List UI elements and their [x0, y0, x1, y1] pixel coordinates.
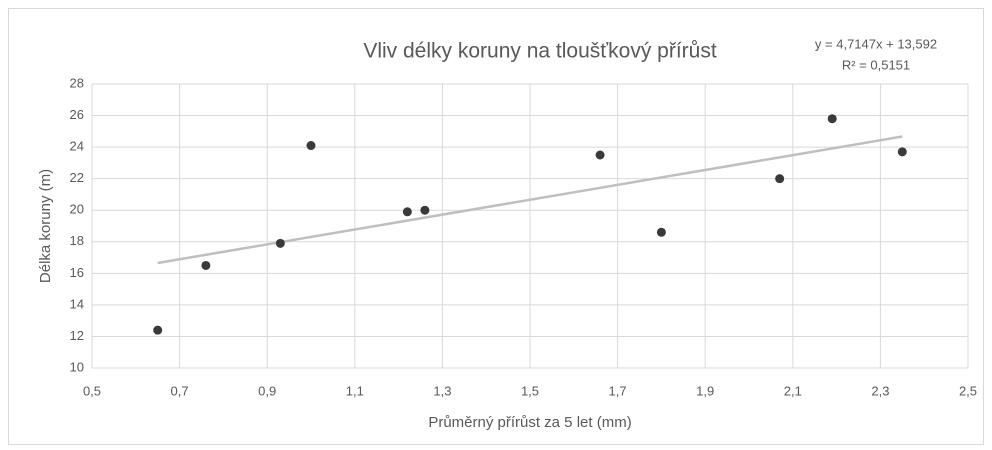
- x-tick-label: 1,9: [696, 383, 714, 398]
- y-tick-label: 10: [70, 359, 84, 374]
- y-tick-label: 12: [70, 328, 84, 343]
- x-axis-label: Průměrný přírůst za 5 let (mm): [428, 414, 631, 431]
- x-tick-label: 1,3: [433, 383, 451, 398]
- y-tick-label: 16: [70, 265, 84, 280]
- trendline-equation: y = 4,7147x + 13,592: [815, 36, 937, 51]
- data-point: [402, 207, 412, 217]
- data-point: [275, 238, 285, 248]
- x-tick-label: 1,5: [521, 383, 539, 398]
- x-tick-label: 0,9: [258, 383, 276, 398]
- x-tick-label: 0,7: [171, 383, 189, 398]
- data-point: [656, 227, 666, 237]
- y-tick-label: 20: [70, 202, 84, 217]
- x-tick-label: 2,3: [871, 383, 889, 398]
- data-point: [827, 114, 837, 124]
- data-point: [775, 174, 785, 184]
- data-point: [201, 260, 211, 270]
- y-tick-label: 28: [70, 75, 84, 90]
- x-tick-label: 1,1: [346, 383, 364, 398]
- y-tick-label: 14: [70, 296, 84, 311]
- data-point: [306, 141, 316, 151]
- x-tick-label: 2,1: [784, 383, 802, 398]
- data-point: [420, 205, 430, 215]
- x-tick-label: 2,5: [959, 383, 977, 398]
- data-point: [595, 150, 605, 160]
- x-tick-label: 0,5: [83, 383, 101, 398]
- y-axis-label: Délka koruny (m): [37, 169, 54, 283]
- data-point: [153, 325, 163, 335]
- y-tick-label: 22: [70, 170, 84, 185]
- y-tick-label: 24: [70, 139, 84, 154]
- y-tick-label: 26: [70, 107, 84, 122]
- y-tick-label: 18: [70, 233, 84, 248]
- data-point: [897, 147, 907, 157]
- chart-border: [8, 8, 984, 445]
- x-tick-label: 1,7: [609, 383, 627, 398]
- chart-title: Vliv délky koruny na tloušťkový přírůst: [363, 40, 717, 63]
- trendline-r2: R² = 0,5151: [842, 57, 910, 72]
